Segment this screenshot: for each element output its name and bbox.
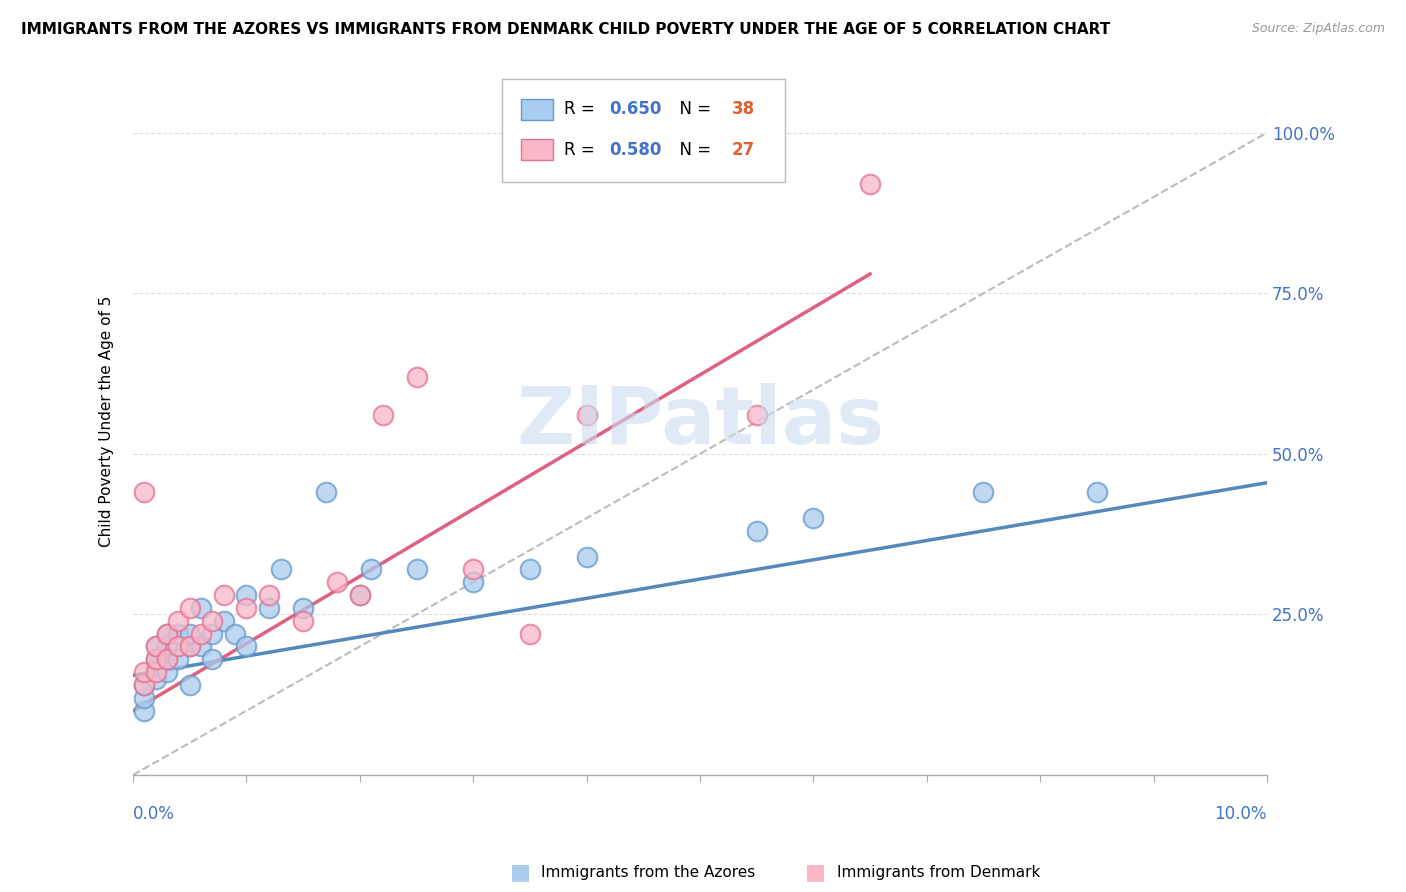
- Point: [235, 601, 257, 615]
- Point: [179, 626, 201, 640]
- Point: [257, 601, 280, 615]
- Point: [167, 640, 190, 654]
- Point: [190, 640, 212, 654]
- Text: Immigrants from the Azores: Immigrants from the Azores: [541, 865, 755, 880]
- Point: [224, 626, 246, 640]
- Point: [1085, 485, 1108, 500]
- Point: [145, 652, 167, 666]
- Point: [349, 588, 371, 602]
- Point: [292, 614, 315, 628]
- Point: [190, 601, 212, 615]
- Point: [575, 409, 598, 423]
- FancyBboxPatch shape: [520, 99, 553, 120]
- Point: [190, 626, 212, 640]
- Text: 10.0%: 10.0%: [1215, 805, 1267, 823]
- Point: [257, 588, 280, 602]
- Point: [134, 690, 156, 705]
- Point: [201, 626, 224, 640]
- Point: [134, 485, 156, 500]
- Point: [156, 652, 179, 666]
- Text: N =: N =: [669, 101, 717, 119]
- Point: [201, 652, 224, 666]
- Text: 0.0%: 0.0%: [134, 805, 174, 823]
- Text: N =: N =: [669, 141, 717, 159]
- Point: [360, 562, 382, 576]
- Point: [156, 652, 179, 666]
- Point: [575, 549, 598, 564]
- Point: [803, 511, 825, 525]
- Point: [134, 704, 156, 718]
- Point: [167, 626, 190, 640]
- Point: [463, 575, 485, 590]
- Point: [405, 369, 427, 384]
- Point: [201, 614, 224, 628]
- Point: [371, 409, 394, 423]
- Point: [134, 678, 156, 692]
- Point: [212, 588, 235, 602]
- Text: 0.580: 0.580: [609, 141, 662, 159]
- Point: [519, 626, 541, 640]
- Point: [349, 588, 371, 602]
- Point: [745, 409, 768, 423]
- Point: [235, 640, 257, 654]
- Point: [134, 678, 156, 692]
- Point: [859, 177, 882, 191]
- Text: 0.650: 0.650: [609, 101, 662, 119]
- Point: [179, 640, 201, 654]
- Point: [212, 614, 235, 628]
- Point: [270, 562, 292, 576]
- Text: ■: ■: [510, 863, 530, 882]
- Point: [315, 485, 337, 500]
- FancyBboxPatch shape: [502, 79, 785, 182]
- Point: [235, 588, 257, 602]
- Y-axis label: Child Poverty Under the Age of 5: Child Poverty Under the Age of 5: [100, 296, 114, 548]
- Point: [145, 665, 167, 680]
- Point: [463, 562, 485, 576]
- Text: Source: ZipAtlas.com: Source: ZipAtlas.com: [1251, 22, 1385, 36]
- Point: [145, 640, 167, 654]
- Text: ■: ■: [806, 863, 825, 882]
- Text: R =: R =: [564, 101, 600, 119]
- Point: [145, 640, 167, 654]
- Point: [156, 640, 179, 654]
- Point: [326, 575, 349, 590]
- Point: [167, 652, 190, 666]
- Text: Immigrants from Denmark: Immigrants from Denmark: [837, 865, 1040, 880]
- Text: 38: 38: [731, 101, 755, 119]
- Point: [145, 658, 167, 673]
- Point: [972, 485, 994, 500]
- Point: [145, 652, 167, 666]
- Point: [167, 614, 190, 628]
- Text: ZIPatlas: ZIPatlas: [516, 383, 884, 461]
- Point: [156, 665, 179, 680]
- Point: [519, 562, 541, 576]
- FancyBboxPatch shape: [520, 139, 553, 161]
- Point: [292, 601, 315, 615]
- Text: IMMIGRANTS FROM THE AZORES VS IMMIGRANTS FROM DENMARK CHILD POVERTY UNDER THE AG: IMMIGRANTS FROM THE AZORES VS IMMIGRANTS…: [21, 22, 1111, 37]
- Point: [179, 601, 201, 615]
- Text: R =: R =: [564, 141, 600, 159]
- Point: [405, 562, 427, 576]
- Point: [179, 640, 201, 654]
- Text: 27: 27: [731, 141, 755, 159]
- Point: [179, 678, 201, 692]
- Point: [745, 524, 768, 538]
- Point: [156, 626, 179, 640]
- Point: [145, 672, 167, 686]
- Point: [156, 626, 179, 640]
- Point: [134, 665, 156, 680]
